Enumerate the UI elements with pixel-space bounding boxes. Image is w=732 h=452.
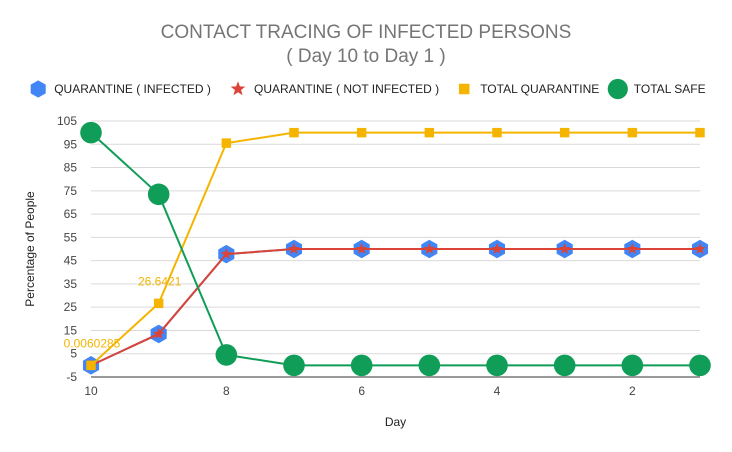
data-point bbox=[626, 242, 639, 254]
data-point bbox=[355, 242, 368, 254]
y-tick-label: -5 bbox=[66, 370, 77, 384]
data-point bbox=[627, 127, 638, 138]
data-point bbox=[491, 242, 503, 254]
x-tick-label: 8 bbox=[223, 384, 230, 398]
data-point bbox=[423, 242, 436, 254]
chart-subtitle: ( Day 10 to Day 1 ) bbox=[286, 46, 446, 67]
data-point bbox=[356, 127, 367, 138]
data-point bbox=[492, 127, 502, 138]
data-point bbox=[153, 298, 164, 309]
y-tick-label: 95 bbox=[64, 137, 78, 151]
legend-label: QUARANTINE ( INFECTED ) bbox=[54, 82, 211, 96]
data-point bbox=[288, 242, 300, 254]
data-point bbox=[689, 354, 711, 377]
series-line bbox=[90, 248, 700, 367]
data-point bbox=[486, 354, 508, 377]
legend-item: TOTAL SAFE bbox=[634, 82, 706, 96]
y-tick-label: 25 bbox=[64, 300, 78, 314]
series-2 bbox=[90, 131, 700, 367]
data-point bbox=[424, 127, 435, 138]
data-label: 26.6421 bbox=[138, 274, 182, 288]
legend-label: TOTAL SAFE bbox=[634, 82, 706, 96]
x-tick-label: 2 bbox=[629, 384, 636, 398]
y-axis-label: Percentage of People bbox=[23, 191, 37, 307]
data-point bbox=[559, 127, 570, 138]
y-tick-label: 5 bbox=[70, 347, 77, 361]
data-point bbox=[289, 127, 299, 138]
y-tick-label: 45 bbox=[64, 254, 78, 268]
legend-item: TOTAL QUARANTINE bbox=[480, 82, 599, 96]
data-point bbox=[147, 183, 170, 206]
series-line bbox=[90, 131, 700, 367]
legend-marker bbox=[458, 83, 470, 95]
data-point bbox=[215, 344, 238, 366]
data-point bbox=[220, 248, 233, 260]
series-line bbox=[90, 131, 700, 367]
x-tick-label: 4 bbox=[494, 384, 501, 398]
y-tick-label: 55 bbox=[64, 230, 78, 244]
data-point bbox=[283, 354, 305, 377]
data-point bbox=[558, 242, 571, 254]
series-1 bbox=[90, 248, 700, 367]
y-tick-label: 15 bbox=[64, 323, 78, 337]
x-tick-label: 10 bbox=[84, 384, 98, 398]
chart-title: CONTACT TRACING OF INFECTED PERSONS bbox=[160, 22, 572, 43]
data-point bbox=[695, 127, 705, 138]
data-point bbox=[86, 360, 96, 371]
x-axis-label: Day bbox=[385, 415, 406, 429]
y-tick-label: 105 bbox=[57, 114, 77, 128]
legend-item: QUARANTINE ( INFECTED ) bbox=[54, 82, 211, 96]
x-tick-label: 6 bbox=[358, 384, 365, 398]
y-tick-label: 85 bbox=[64, 161, 78, 175]
data-point bbox=[694, 242, 706, 254]
data-point bbox=[621, 354, 644, 377]
legend-item: QUARANTINE ( NOT INFECTED ) bbox=[254, 82, 439, 96]
legend-label: QUARANTINE ( NOT INFECTED ) bbox=[254, 82, 439, 96]
data-point bbox=[80, 121, 102, 144]
data-point bbox=[221, 138, 232, 148]
data-point bbox=[350, 354, 373, 377]
legend-label: TOTAL QUARANTINE bbox=[480, 82, 599, 96]
legend-marker bbox=[230, 81, 246, 96]
data-point bbox=[418, 354, 441, 377]
data-point bbox=[152, 327, 165, 339]
series-3 bbox=[90, 131, 700, 367]
y-tick-label: 35 bbox=[64, 277, 78, 291]
y-tick-label: 75 bbox=[64, 184, 78, 198]
legend-marker bbox=[607, 78, 628, 100]
y-tick-label: 65 bbox=[64, 207, 78, 221]
legend-marker bbox=[30, 80, 46, 98]
data-label: 0.0060285 bbox=[64, 336, 121, 350]
data-point bbox=[553, 354, 576, 377]
